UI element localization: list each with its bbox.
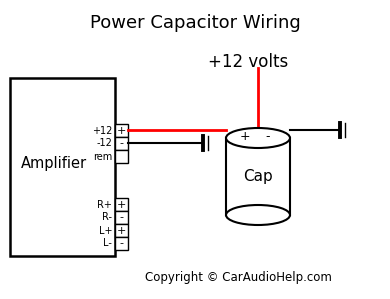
Text: R+: R+ bbox=[97, 199, 112, 210]
Bar bbox=[115, 224, 128, 237]
Text: Power Capacitor Wiring: Power Capacitor Wiring bbox=[90, 14, 300, 32]
Ellipse shape bbox=[226, 128, 290, 148]
Text: -: - bbox=[119, 239, 124, 248]
Text: -: - bbox=[119, 138, 124, 149]
Text: +: + bbox=[240, 130, 250, 144]
Text: +: + bbox=[117, 225, 126, 236]
Bar bbox=[10, 78, 115, 256]
Bar bbox=[115, 198, 128, 211]
Text: Copyright © CarAudioHelp.com: Copyright © CarAudioHelp.com bbox=[145, 271, 332, 283]
Text: L-: L- bbox=[103, 239, 112, 248]
Bar bbox=[115, 211, 128, 224]
Text: +12 volts: +12 volts bbox=[208, 53, 288, 71]
Text: +12: +12 bbox=[92, 126, 112, 135]
Bar bbox=[115, 124, 128, 137]
Ellipse shape bbox=[226, 205, 290, 225]
Text: L+: L+ bbox=[99, 225, 112, 236]
Text: +: + bbox=[117, 199, 126, 210]
Text: -: - bbox=[119, 213, 124, 222]
Bar bbox=[115, 150, 128, 163]
Text: Amplifier: Amplifier bbox=[21, 156, 87, 171]
Text: rem: rem bbox=[93, 152, 112, 161]
Text: -: - bbox=[266, 130, 270, 144]
Text: +: + bbox=[117, 126, 126, 135]
Bar bbox=[115, 137, 128, 150]
Text: -12: -12 bbox=[96, 138, 112, 149]
Text: Cap: Cap bbox=[243, 169, 273, 184]
Text: R-: R- bbox=[102, 213, 112, 222]
Bar bbox=[115, 237, 128, 250]
